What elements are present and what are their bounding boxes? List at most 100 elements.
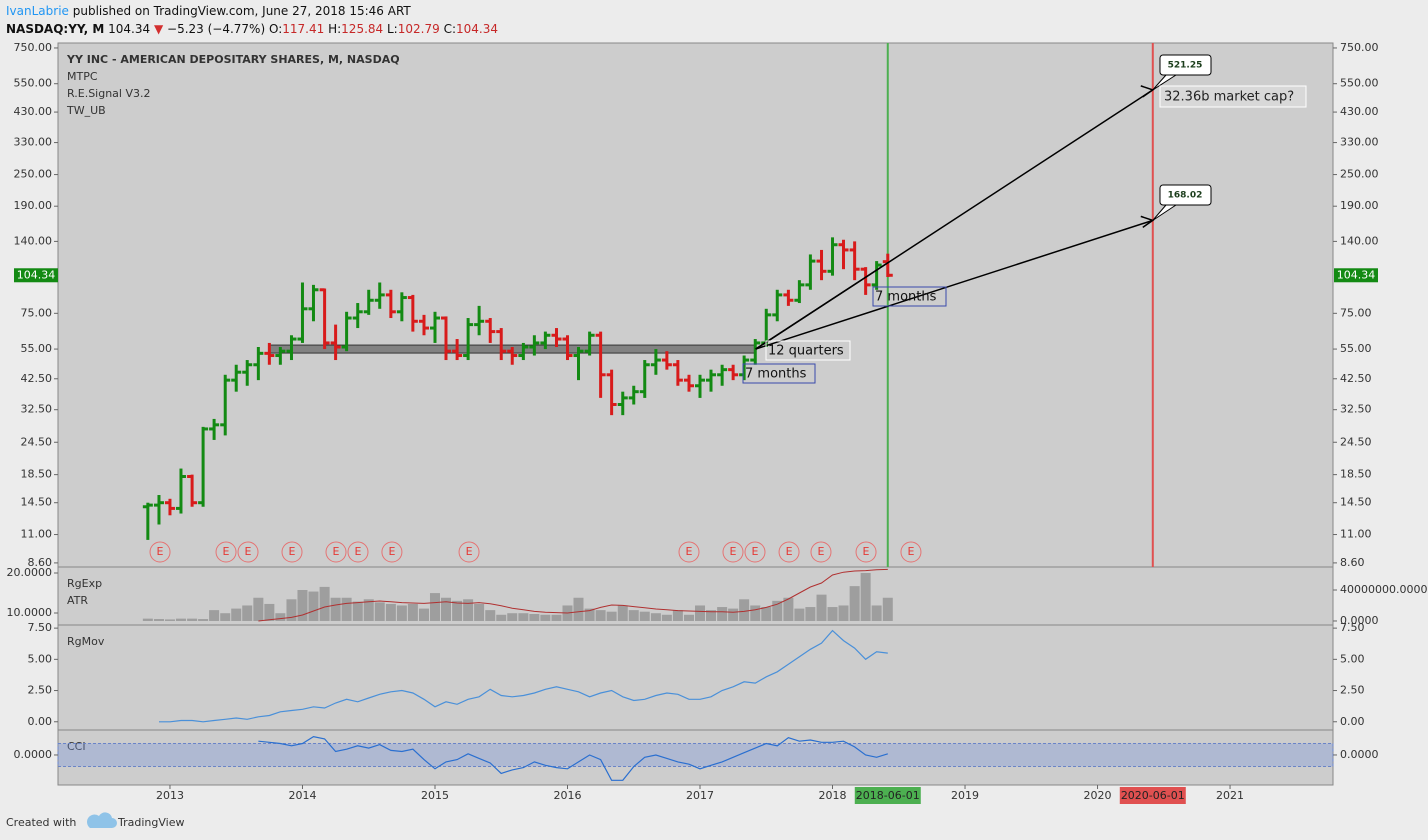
c-label: C: <box>444 22 456 36</box>
x-tick-label: 2013 <box>156 789 184 802</box>
y-tick-label: 18.50 <box>21 468 53 481</box>
volume-bar <box>440 597 451 621</box>
volume-bar <box>695 605 706 621</box>
volume-bar <box>297 589 308 621</box>
y-tick-label: 330.00 <box>1340 136 1379 149</box>
volume-bar <box>385 603 396 621</box>
volume-bar <box>772 600 783 621</box>
published: published on TradingView.com, June 27, 2… <box>73 4 412 18</box>
last-price-box <box>1334 268 1378 283</box>
indicator: TW_UB <box>66 104 106 117</box>
y-tick-label: 11.00 <box>21 528 53 541</box>
y-tick-label: 42.50 <box>21 372 53 385</box>
atr-line <box>258 568 888 622</box>
h: 125.84 <box>341 22 383 36</box>
y-tick-label: 0.00 <box>1340 715 1365 728</box>
y-tick-label: 140.00 <box>1340 234 1379 247</box>
volume-bar <box>827 607 838 621</box>
y-tick-label: 0.0000 <box>1340 748 1379 761</box>
footer-text: Created with <box>6 816 76 829</box>
note: 12 quarters <box>768 344 844 359</box>
earnings-label: E <box>752 545 759 558</box>
y-tick-label: 250.00 <box>14 168 53 181</box>
target-label: 168.02 <box>1168 191 1203 201</box>
volume-bar <box>717 607 728 621</box>
earnings-label: E <box>245 545 252 558</box>
o: 117.41 <box>282 22 324 36</box>
earnings-marker <box>900 541 922 563</box>
x-tick-label: 2021 <box>1216 789 1244 802</box>
note: 7 months <box>745 367 807 382</box>
marker-label-box <box>1119 787 1186 804</box>
volume-bar <box>595 610 606 621</box>
footer-brand[interactable]: TradingView <box>117 816 184 829</box>
x-tick-label: 2016 <box>553 789 581 802</box>
volume-bar <box>805 607 816 621</box>
x-tick-label: 2019 <box>951 789 979 802</box>
earnings-marker <box>778 541 800 563</box>
volume-bar <box>838 605 849 621</box>
earnings-label: E <box>730 545 737 558</box>
volume-bar <box>761 607 772 621</box>
volume-bar <box>882 597 893 621</box>
volume-bar <box>319 586 330 621</box>
change: −5.23 (−4.77%) <box>167 22 265 36</box>
volume-bar <box>474 603 485 621</box>
symbol: NASDAQ:YY, M <box>6 22 104 36</box>
y-tick-label: 2.50 <box>1340 684 1365 697</box>
y-tick-label: 42.50 <box>1340 372 1372 385</box>
x-tick-label: 2017 <box>686 789 714 802</box>
earnings-marker <box>381 541 403 563</box>
y-tick-label: 10.0000 <box>7 606 53 619</box>
earnings-marker <box>855 541 877 563</box>
author[interactable]: IvanLabrie <box>6 4 69 18</box>
marker-label: 2018-06-01 <box>856 789 920 802</box>
callout-pointer <box>1152 204 1177 221</box>
y-tick-label: 750.00 <box>14 41 53 54</box>
volume-bar <box>639 611 650 621</box>
volume-bar <box>330 597 341 621</box>
volume-bar <box>363 599 374 621</box>
volume-bar <box>540 614 551 621</box>
volume-bar <box>672 610 683 621</box>
y-tick-label: 40000000.0000 <box>1340 583 1427 596</box>
volume-bar <box>860 572 871 621</box>
volume-bar <box>341 597 352 621</box>
note-box <box>872 286 947 307</box>
volume-bar <box>286 599 297 621</box>
volume-bar <box>849 586 860 621</box>
y-tick-label: 7.50 <box>1340 621 1365 634</box>
y-tick-label: 0.00 <box>28 715 53 728</box>
earnings-label: E <box>686 545 693 558</box>
x-tick-label: 2015 <box>421 789 449 802</box>
y-tick-label: 8.60 <box>28 556 53 569</box>
target-note: 32.36b market cap? <box>1164 90 1294 105</box>
volume-bar <box>573 597 584 621</box>
volume-bar <box>275 613 286 621</box>
x-tick-label: 2014 <box>288 789 316 802</box>
volume-bar <box>452 600 463 621</box>
earnings-marker <box>149 541 171 563</box>
arrow: ▼ <box>154 22 164 36</box>
last-price-box <box>14 268 58 283</box>
l: 102.79 <box>398 22 440 36</box>
y-tick-label: 190.00 <box>1340 199 1379 212</box>
earnings-marker <box>458 541 480 563</box>
symbol-line: NASDAQ:YY, M 104.34 ▼ −5.23 (−4.77%) O:1… <box>6 22 498 36</box>
volume-bar <box>352 601 363 621</box>
volume-bar <box>308 591 319 621</box>
earnings-marker <box>678 541 700 563</box>
earnings-marker <box>325 541 347 563</box>
volume-bar <box>231 608 242 621</box>
earnings-marker <box>347 541 369 563</box>
y-tick-label: 8.60 <box>1340 556 1365 569</box>
c: 104.34 <box>456 22 498 36</box>
y-tick-label: 14.50 <box>1340 496 1372 509</box>
l-label: L: <box>387 22 398 36</box>
x-tick-label: 2018 <box>819 789 847 802</box>
volume-bar <box>706 610 717 621</box>
y-tick-label: 140.00 <box>14 234 53 247</box>
volume-bar <box>374 602 385 621</box>
callout-box <box>1159 184 1212 206</box>
